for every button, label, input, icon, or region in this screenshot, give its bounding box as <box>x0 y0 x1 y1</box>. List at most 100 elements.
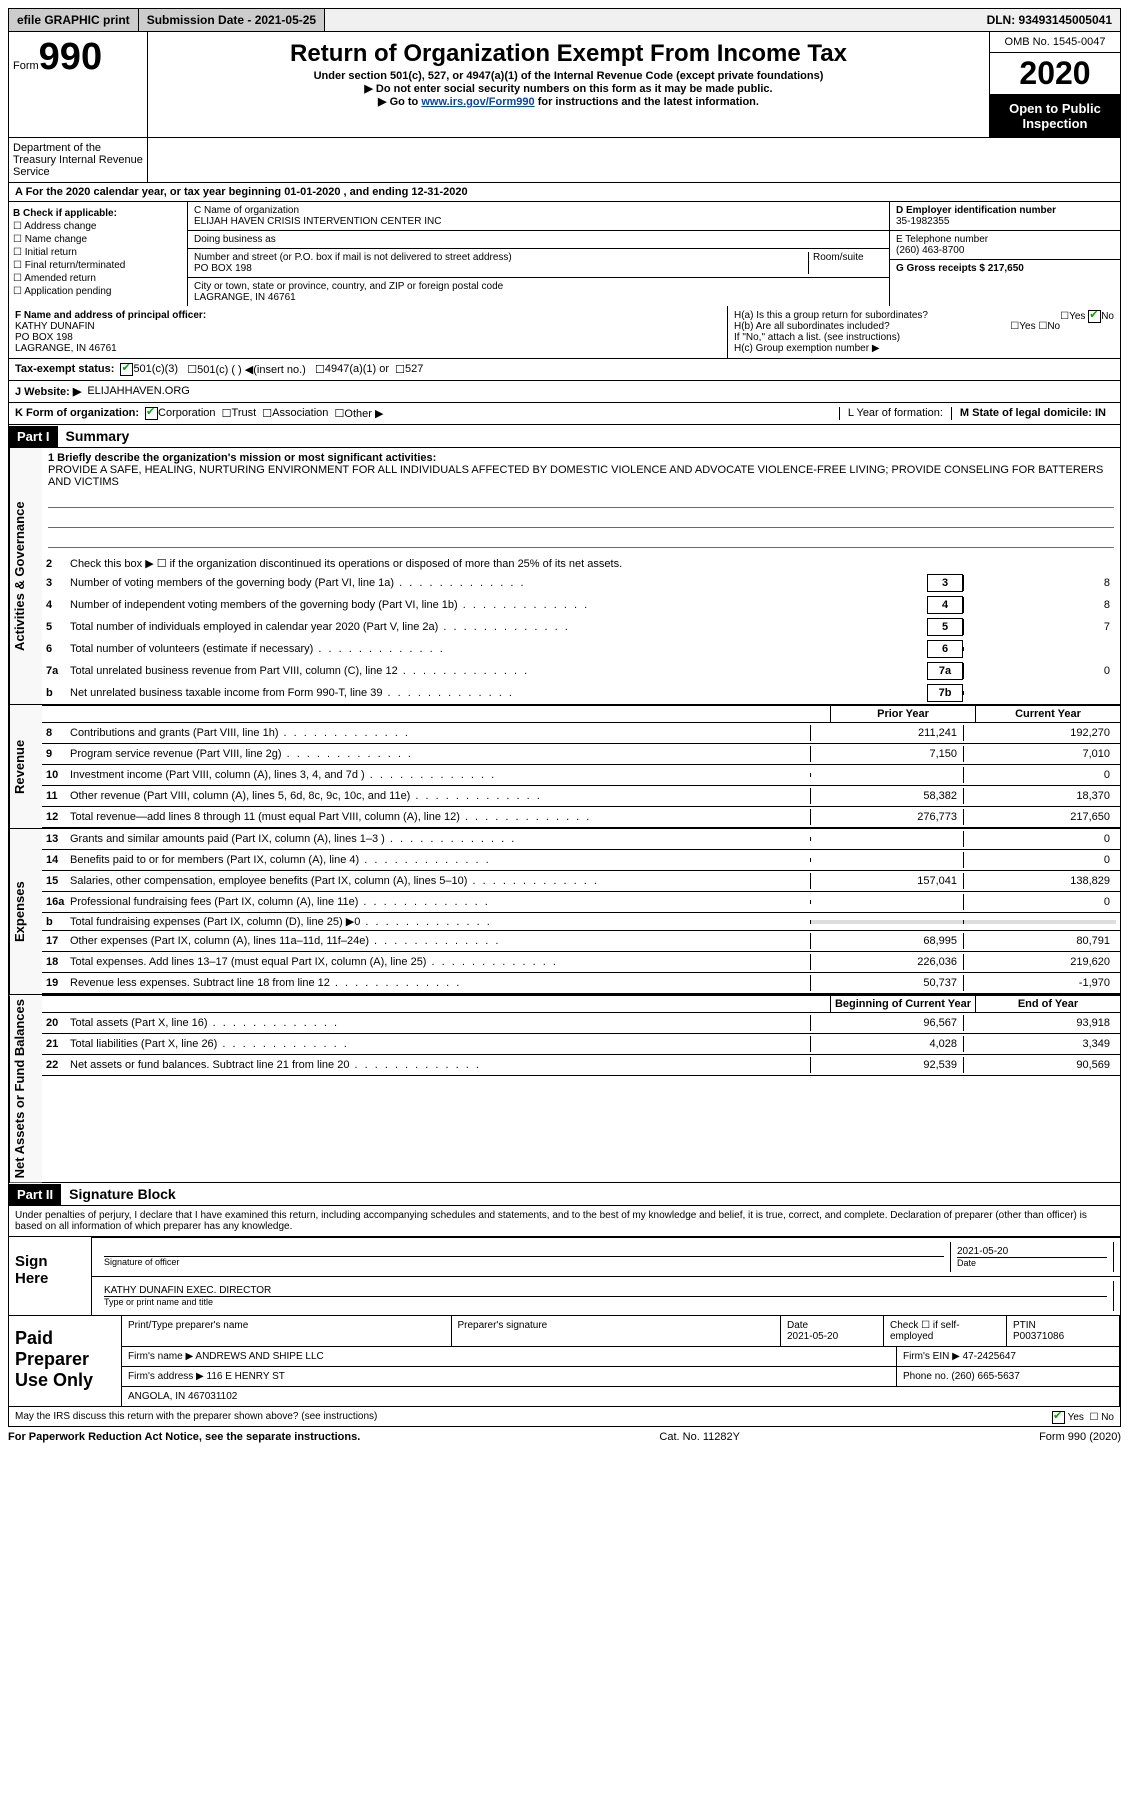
revenue-section: Revenue Prior Year Current Year 8Contrib… <box>8 705 1121 829</box>
table-row: 4Number of independent voting members of… <box>42 594 1120 616</box>
title-cell: Return of Organization Exempt From Incom… <box>148 32 990 137</box>
na-header: Beginning of Current Year End of Year <box>42 995 1120 1013</box>
room-label: Room/suite <box>808 252 883 274</box>
form-number: 990 <box>39 36 102 78</box>
mission-label: 1 Briefly describe the organization's mi… <box>48 452 1114 464</box>
open-public-badge: Open to Public Inspection <box>990 95 1120 137</box>
footer-left: For Paperwork Reduction Act Notice, see … <box>8 1431 360 1443</box>
phone: (260) 463-8700 <box>896 245 1114 256</box>
efile-button[interactable]: efile GRAPHIC print <box>9 9 139 31</box>
table-row: 2Check this box ▶ ☐ if the organization … <box>42 555 1120 572</box>
part1-title: Summary <box>58 425 138 447</box>
table-row: 6Total number of volunteers (estimate if… <box>42 638 1120 660</box>
c-name-label: C Name of organization <box>194 205 883 216</box>
table-row: 18Total expenses. Add lines 13–17 (must … <box>42 952 1120 973</box>
dept-row: Department of the Treasury Internal Reve… <box>8 138 1121 183</box>
cb-initial[interactable]: ☐ Initial return <box>13 247 183 258</box>
m-state: M State of legal domicile: IN <box>951 407 1114 420</box>
form-header: Form990 Return of Organization Exempt Fr… <box>8 32 1121 138</box>
col-b: B Check if applicable: ☐ Address change … <box>9 202 188 306</box>
phone-label: E Telephone number <box>896 234 1114 245</box>
cb-amended[interactable]: ☐ Amended return <box>13 273 183 284</box>
org-city: LAGRANGE, IN 46761 <box>194 292 883 303</box>
off-sig-label: Signature of officer <box>104 1256 944 1267</box>
part1-row: Part I Summary <box>8 425 1121 448</box>
preparer-block: Paid Preparer Use Only Print/Type prepar… <box>9 1315 1120 1406</box>
gross-receipts: G Gross receipts $ 217,650 <box>890 260 1120 277</box>
table-row: 15Salaries, other compensation, employee… <box>42 871 1120 892</box>
form-title: Return of Organization Exempt From Incom… <box>154 40 983 68</box>
signature-block: Under penalties of perjury, I declare th… <box>8 1206 1121 1427</box>
l-year: L Year of formation: <box>839 407 951 420</box>
table-row: 17Other expenses (Part IX, column (A), l… <box>42 931 1120 952</box>
h-group: H(a) Is this a group return for subordin… <box>728 306 1120 358</box>
part2-title: Signature Block <box>61 1183 184 1205</box>
cb-final[interactable]: ☐ Final return/terminated <box>13 260 183 271</box>
tax-period: A For the 2020 calendar year, or tax yea… <box>8 183 1121 202</box>
cb-name[interactable]: ☐ Name change <box>13 234 183 245</box>
ein: 35-1982355 <box>896 216 1114 227</box>
table-row: 22Net assets or fund balances. Subtract … <box>42 1055 1120 1076</box>
paid-preparer-label: Paid Preparer Use Only <box>9 1316 122 1406</box>
table-row: 5Total number of individuals employed in… <box>42 616 1120 638</box>
subtitle-3: ▶ Go to www.irs.gov/Form990 for instruct… <box>154 95 983 108</box>
year-header: Prior Year Current Year <box>42 705 1120 723</box>
discuss-yes[interactable] <box>1052 1411 1065 1424</box>
table-row: 11Other revenue (Part VIII, column (A), … <box>42 786 1120 807</box>
col-c: C Name of organization ELIJAH HAVEN CRIS… <box>188 202 890 306</box>
row-f-h: F Name and address of principal officer:… <box>8 306 1121 359</box>
table-row: 16aProfessional fundraising fees (Part I… <box>42 892 1120 913</box>
website-value: ELIJAHHAVEN.ORG <box>87 385 190 398</box>
tab-netassets: Net Assets or Fund Balances <box>9 995 42 1182</box>
col-d: D Employer identification number 35-1982… <box>890 202 1120 306</box>
table-row: bNet unrelated business taxable income f… <box>42 682 1120 704</box>
submission-date: Submission Date - 2021-05-25 <box>139 9 325 31</box>
org-addr: PO BOX 198 <box>194 263 808 274</box>
top-bar: efile GRAPHIC print Submission Date - 20… <box>8 8 1121 32</box>
tax-status-row: Tax-exempt status: 501(c)(3) ☐ 501(c) ( … <box>8 359 1121 381</box>
officer-name: KATHY DUNAFIN EXEC. DIRECTOR <box>104 1285 1107 1296</box>
sign-here-label: Sign Here <box>9 1237 92 1315</box>
tax-year: 2020 <box>990 53 1120 95</box>
city-label: City or town, state or province, country… <box>194 281 883 292</box>
right-header: OMB No. 1545-0047 2020 Open to Public In… <box>990 32 1120 137</box>
expenses-section: Expenses 13Grants and similar amounts pa… <box>8 829 1121 995</box>
table-row: 21Total liabilities (Part X, line 26)4,0… <box>42 1034 1120 1055</box>
table-row: 13Grants and similar amounts paid (Part … <box>42 829 1120 850</box>
netassets-section: Net Assets or Fund Balances Beginning of… <box>8 995 1121 1183</box>
ein-label: D Employer identification number <box>896 205 1114 216</box>
sig-date: 2021-05-20 <box>957 1246 1107 1257</box>
f-officer: F Name and address of principal officer:… <box>9 306 728 358</box>
org-name: ELIJAH HAVEN CRISIS INTERVENTION CENTER … <box>194 216 883 227</box>
discuss-label: May the IRS discuss this return with the… <box>15 1411 377 1422</box>
cb-501c3[interactable] <box>120 363 133 376</box>
part2-row: Part II Signature Block <box>8 1183 1121 1206</box>
footer-mid: Cat. No. 11282Y <box>659 1431 740 1443</box>
dba-label: Doing business as <box>188 231 889 249</box>
irs-link[interactable]: www.irs.gov/Form990 <box>421 96 534 108</box>
table-row: bTotal fundraising expenses (Part IX, co… <box>42 913 1120 931</box>
dept-treasury: Department of the Treasury Internal Reve… <box>9 138 148 182</box>
tab-revenue: Revenue <box>9 705 42 828</box>
sig-declaration: Under penalties of perjury, I declare th… <box>9 1206 1120 1236</box>
b-label: B Check if applicable: <box>13 208 183 219</box>
table-row: 8Contributions and grants (Part VIII, li… <box>42 723 1120 744</box>
website-row: J Website: ▶ ELIJAHHAVEN.ORG <box>8 381 1121 403</box>
addr-label: Number and street (or P.O. box if mail i… <box>194 252 808 263</box>
cb-address[interactable]: ☐ Address change <box>13 221 183 232</box>
tab-expenses: Expenses <box>9 829 42 994</box>
omb-number: OMB No. 1545-0047 <box>990 32 1120 53</box>
cb-corp[interactable] <box>145 407 158 420</box>
tab-governance: Activities & Governance <box>9 448 42 704</box>
cb-pending[interactable]: ☐ Application pending <box>13 286 183 297</box>
mission-text: PROVIDE A SAFE, HEALING, NURTURING ENVIR… <box>48 464 1114 488</box>
footer-right: Form 990 (2020) <box>1039 1431 1121 1443</box>
firm-name: ANDREWS AND SHIPE LLC <box>195 1351 323 1362</box>
table-row: 9Program service revenue (Part VIII, lin… <box>42 744 1120 765</box>
part2-header: Part II <box>9 1184 61 1205</box>
form-label: Form <box>13 60 39 72</box>
table-row: 20Total assets (Part X, line 16)96,56793… <box>42 1013 1120 1034</box>
governance-section: Activities & Governance 1 Briefly descri… <box>8 448 1121 705</box>
subtitle-2: ▶ Do not enter social security numbers o… <box>154 82 983 95</box>
page-footer: For Paperwork Reduction Act Notice, see … <box>8 1427 1121 1447</box>
